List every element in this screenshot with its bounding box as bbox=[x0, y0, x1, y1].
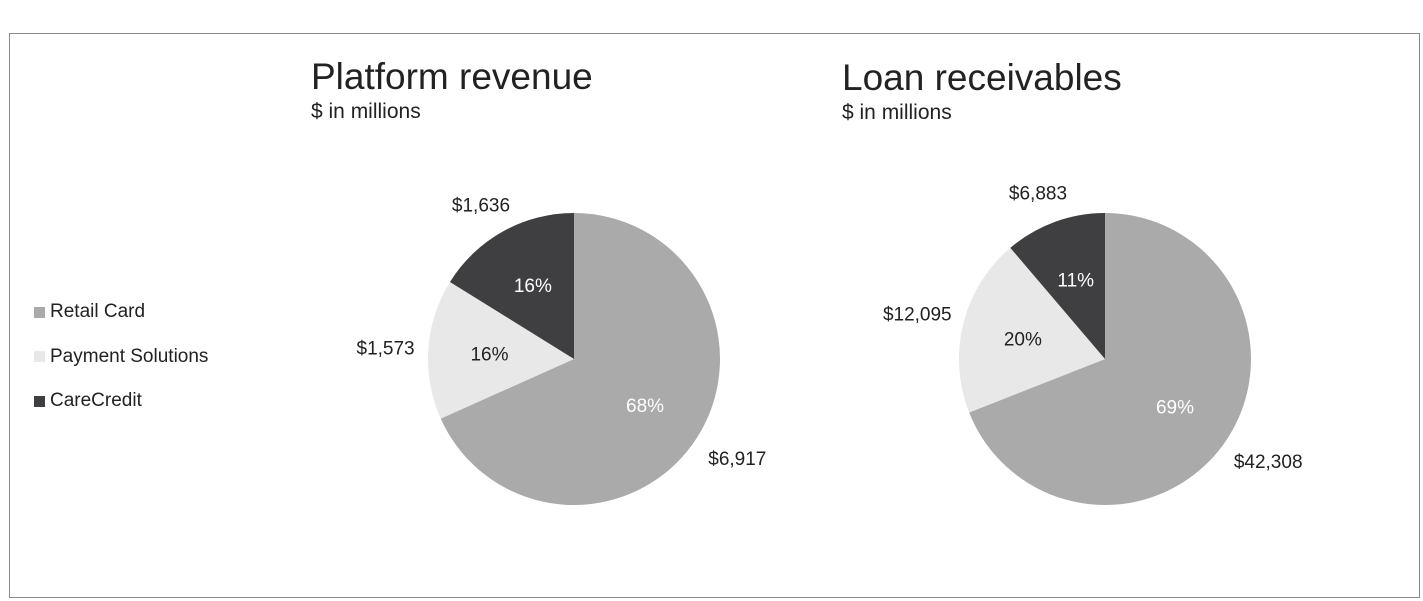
legend: Retail Card Payment Solutions CareCredit bbox=[34, 290, 208, 424]
legend-item-retail-card: Retail Card bbox=[34, 290, 208, 335]
legend-swatch-payment-solutions bbox=[34, 351, 45, 363]
pie-loan-receivables: 69% $42,308 20% $12,095 11% $6,883 bbox=[883, 184, 1303, 505]
chart-title-platform-revenue: Platform revenue bbox=[311, 56, 593, 97]
legend-item-carecredit: CareCredit bbox=[34, 379, 208, 424]
pie-slice-retail-card bbox=[969, 213, 1252, 505]
legend-label-payment-solutions: Payment Solutions bbox=[50, 345, 209, 367]
pie-slice-retail-card bbox=[440, 213, 720, 505]
legend-label-carecredit: CareCredit bbox=[50, 390, 142, 412]
pie-slice-carecredit bbox=[1010, 213, 1105, 359]
chart-title-loan-receivables: Loan receivables bbox=[842, 57, 1122, 98]
pie-slice-payment-solutions bbox=[959, 247, 1105, 413]
pie-platform-revenue: 68% $6,917 16% $1,573 16% $1,636 bbox=[357, 196, 766, 505]
pie-slice-carecredit bbox=[449, 213, 574, 359]
percent-label-carecredit: 16% bbox=[514, 276, 552, 297]
pie-slice-payment-solutions bbox=[428, 281, 574, 419]
value-label-retail-card: $6,917 bbox=[708, 449, 766, 470]
percent-label-retail-card: 69% bbox=[1156, 398, 1194, 419]
legend-swatch-retail-card bbox=[34, 306, 45, 318]
value-label-payment-solutions: $1,573 bbox=[357, 338, 415, 359]
percent-label-carecredit: 11% bbox=[1057, 271, 1094, 292]
percent-label-payment-solutions: 16% bbox=[470, 344, 508, 365]
percent-label-retail-card: 68% bbox=[626, 396, 664, 417]
value-label-carecredit: $6,883 bbox=[1009, 184, 1067, 205]
value-label-payment-solutions: $12,095 bbox=[883, 305, 952, 326]
legend-item-payment-solutions: Payment Solutions bbox=[34, 335, 208, 380]
chart-subtitle-platform-revenue: $ in millions bbox=[311, 100, 421, 123]
value-label-retail-card: $42,308 bbox=[1234, 452, 1303, 473]
percent-label-payment-solutions: 20% bbox=[1004, 329, 1042, 350]
value-label-carecredit: $1,636 bbox=[452, 196, 510, 217]
legend-swatch-carecredit bbox=[34, 395, 45, 407]
chart-frame bbox=[9, 33, 1420, 598]
legend-label-retail-card: Retail Card bbox=[50, 301, 146, 323]
chart-subtitle-loan-receivables: $ in millions bbox=[842, 101, 952, 124]
